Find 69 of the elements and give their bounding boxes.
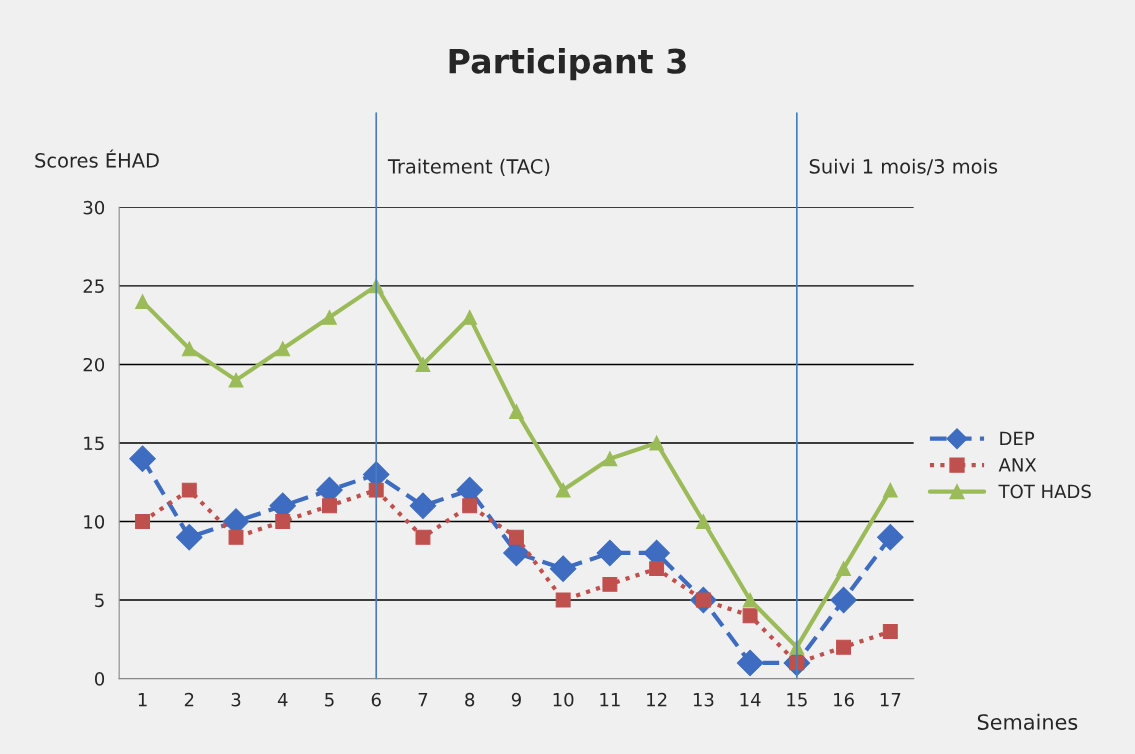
point — [228, 529, 244, 545]
y-tick-label: 20 — [83, 357, 105, 372]
y-tick-label: 5 — [95, 593, 104, 608]
x-tick-label: 17 — [880, 693, 901, 707]
point — [135, 294, 151, 310]
y-tick-label: 0 — [94, 672, 105, 686]
x-tick-label: 7 — [418, 693, 428, 707]
point — [508, 529, 524, 545]
x-tick-label: 5 — [325, 693, 334, 707]
x-tick-label: 8 — [465, 692, 475, 707]
point — [649, 561, 665, 577]
point — [415, 529, 431, 545]
point — [462, 498, 478, 514]
x-tick-label: 10 — [553, 692, 574, 707]
point — [175, 523, 203, 551]
x-tick-label: 2 — [184, 692, 194, 707]
x-tick-label: 3 — [231, 692, 241, 707]
point — [836, 639, 852, 655]
point — [695, 514, 711, 529]
point — [649, 435, 665, 451]
point — [736, 649, 764, 677]
x-tick-label: 6 — [371, 692, 381, 707]
point — [742, 592, 758, 608]
x-tick-label: 1 — [138, 693, 147, 707]
legend-label: ANX — [998, 458, 1037, 472]
point — [596, 539, 624, 567]
x-tick-label: 13 — [693, 692, 714, 707]
point — [602, 576, 618, 592]
point — [322, 309, 337, 325]
chart-title: Participant 3 — [449, 47, 686, 81]
x-tick-label: 16 — [834, 692, 854, 707]
point — [415, 356, 431, 372]
point — [228, 372, 244, 388]
legend-label: DEP — [1000, 431, 1035, 446]
point — [882, 482, 898, 498]
point — [275, 341, 291, 357]
point — [742, 608, 758, 624]
x-tick-label: 4 — [277, 693, 288, 707]
point — [602, 451, 618, 467]
legend-label: TOT HADS — [998, 484, 1091, 499]
point — [129, 445, 156, 472]
y-tick-label: 15 — [84, 436, 104, 451]
ref-line-label: Suivi 1 mois/3 mois — [809, 158, 998, 176]
point — [882, 624, 898, 639]
point — [555, 592, 571, 608]
point — [409, 492, 437, 520]
x-tick-label: 9 — [511, 692, 521, 707]
point — [462, 309, 478, 325]
y-tick-label: 10 — [84, 514, 105, 529]
point — [135, 514, 151, 529]
point — [549, 555, 577, 582]
x-axis-title: Semaines — [977, 713, 1078, 730]
point — [275, 514, 291, 529]
point — [830, 586, 857, 614]
x-tick-label: 12 — [647, 692, 667, 707]
x-tick-label: 14 — [740, 693, 761, 707]
point — [555, 482, 571, 498]
point — [508, 404, 524, 420]
ref-line-label: Traitement (TAC) — [387, 158, 550, 177]
point — [877, 523, 904, 551]
x-tick-label: 15 — [787, 693, 807, 707]
x-tick-label: 11 — [600, 693, 620, 707]
point — [322, 498, 337, 514]
y-tick-label: 30 — [83, 200, 105, 215]
point — [181, 482, 197, 498]
y-axis-title: Scores ÉHAD — [35, 149, 159, 168]
point — [181, 341, 197, 357]
y-tick-label: 25 — [83, 279, 104, 294]
point — [836, 561, 852, 577]
